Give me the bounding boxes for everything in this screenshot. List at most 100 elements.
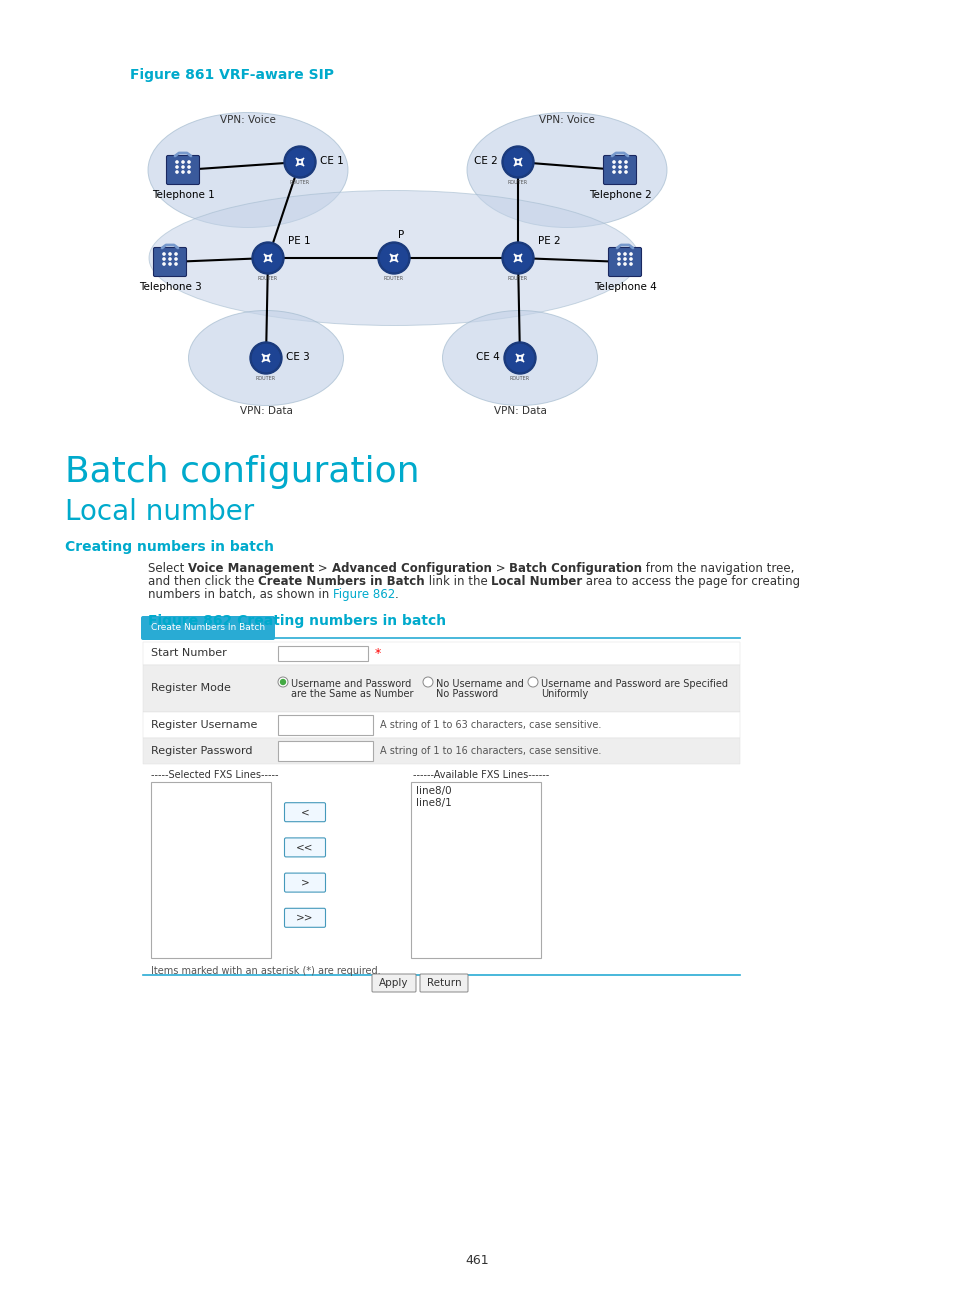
- Text: *: *: [375, 647, 381, 660]
- FancyBboxPatch shape: [167, 156, 199, 184]
- Text: VPN: Voice: VPN: Voice: [538, 115, 595, 124]
- Text: Batch configuration: Batch configuration: [65, 455, 419, 489]
- Text: CE 2: CE 2: [474, 156, 497, 166]
- Circle shape: [250, 342, 282, 375]
- Circle shape: [629, 258, 632, 260]
- Circle shape: [624, 171, 626, 174]
- Circle shape: [188, 161, 190, 163]
- Text: Voice Management: Voice Management: [188, 562, 314, 575]
- Text: line8/1: line8/1: [416, 798, 452, 807]
- Text: Figure 861 VRF-aware SIP: Figure 861 VRF-aware SIP: [130, 67, 334, 82]
- Text: Telephone 1: Telephone 1: [152, 191, 214, 200]
- Text: Register Username: Register Username: [151, 721, 257, 730]
- Circle shape: [623, 253, 625, 255]
- Text: >>: >>: [296, 912, 314, 923]
- Text: ROUTER: ROUTER: [383, 276, 404, 281]
- Circle shape: [280, 679, 285, 684]
- Circle shape: [169, 263, 171, 266]
- FancyBboxPatch shape: [141, 616, 274, 640]
- Circle shape: [623, 263, 625, 266]
- Text: Items marked with an asterisk (*) are required.: Items marked with an asterisk (*) are re…: [151, 966, 380, 976]
- Text: are the Same as Number: are the Same as Number: [291, 689, 413, 699]
- Circle shape: [377, 242, 410, 273]
- Text: Register Mode: Register Mode: [151, 683, 231, 693]
- Circle shape: [182, 161, 184, 163]
- Circle shape: [163, 258, 165, 260]
- Circle shape: [174, 253, 177, 255]
- Circle shape: [286, 149, 314, 175]
- Text: area to access the page for creating: area to access the page for creating: [582, 575, 800, 588]
- Circle shape: [175, 171, 178, 174]
- Circle shape: [169, 258, 171, 260]
- Ellipse shape: [148, 113, 348, 228]
- Circle shape: [504, 149, 531, 175]
- Text: CE 1: CE 1: [319, 156, 343, 166]
- Bar: [411, 781, 540, 958]
- Circle shape: [624, 161, 626, 163]
- Ellipse shape: [467, 113, 666, 228]
- Text: CE 4: CE 4: [476, 353, 499, 362]
- FancyBboxPatch shape: [419, 975, 468, 991]
- Circle shape: [618, 166, 620, 168]
- Circle shape: [618, 161, 620, 163]
- Circle shape: [612, 166, 615, 168]
- Text: Register Password: Register Password: [151, 746, 253, 756]
- Text: link in the: link in the: [424, 575, 491, 588]
- Text: CE 3: CE 3: [286, 353, 310, 362]
- Circle shape: [618, 263, 619, 266]
- Text: Local Number: Local Number: [491, 575, 582, 588]
- Circle shape: [175, 161, 178, 163]
- Text: A string of 1 to 16 characters, case sensitive.: A string of 1 to 16 characters, case sen…: [379, 746, 600, 756]
- Text: Select: Select: [148, 562, 188, 575]
- FancyBboxPatch shape: [608, 248, 640, 276]
- Bar: [277, 645, 368, 661]
- Text: P: P: [397, 229, 404, 240]
- Text: Figure 862 Creating numbers in batch: Figure 862 Creating numbers in batch: [148, 614, 446, 629]
- Text: Telephone 4: Telephone 4: [593, 283, 656, 292]
- Bar: [143, 712, 740, 737]
- Text: numbers in batch, as shown in: numbers in batch, as shown in: [148, 588, 333, 601]
- Text: Advanced Configuration: Advanced Configuration: [332, 562, 491, 575]
- Text: Figure 862: Figure 862: [333, 588, 395, 601]
- Circle shape: [163, 263, 165, 266]
- Text: Username and Password: Username and Password: [291, 679, 411, 689]
- Circle shape: [618, 171, 620, 174]
- Circle shape: [380, 245, 407, 272]
- Circle shape: [174, 263, 177, 266]
- Text: A string of 1 to 63 characters, case sensitive.: A string of 1 to 63 characters, case sen…: [379, 721, 600, 730]
- Circle shape: [284, 146, 315, 178]
- FancyBboxPatch shape: [153, 248, 186, 276]
- Ellipse shape: [442, 311, 597, 406]
- Circle shape: [252, 242, 284, 273]
- Circle shape: [501, 146, 534, 178]
- Circle shape: [612, 161, 615, 163]
- Text: ROUTER: ROUTER: [255, 376, 275, 381]
- Circle shape: [618, 253, 619, 255]
- Bar: [277, 715, 373, 735]
- Circle shape: [501, 242, 534, 273]
- Text: ROUTER: ROUTER: [507, 180, 528, 185]
- Ellipse shape: [189, 311, 343, 406]
- Circle shape: [254, 245, 281, 272]
- Text: Local number: Local number: [65, 498, 254, 526]
- Text: VPN: Voice: VPN: Voice: [220, 115, 275, 124]
- Text: <: <: [300, 807, 309, 818]
- FancyBboxPatch shape: [372, 975, 416, 991]
- Circle shape: [504, 245, 531, 272]
- Text: No Password: No Password: [436, 689, 497, 699]
- Text: line8/0: line8/0: [416, 785, 451, 796]
- Circle shape: [163, 253, 165, 255]
- FancyBboxPatch shape: [284, 802, 325, 822]
- Text: from the navigation tree,: from the navigation tree,: [641, 562, 794, 575]
- Text: >: >: [491, 562, 509, 575]
- Text: Telephone 3: Telephone 3: [138, 283, 201, 292]
- Circle shape: [182, 166, 184, 168]
- Circle shape: [169, 253, 171, 255]
- Circle shape: [422, 677, 433, 687]
- Circle shape: [506, 345, 533, 372]
- Text: ROUTER: ROUTER: [290, 180, 310, 185]
- Circle shape: [182, 171, 184, 174]
- Bar: [277, 741, 373, 761]
- Text: VPN: Data: VPN: Data: [493, 406, 546, 416]
- Text: 461: 461: [465, 1253, 488, 1266]
